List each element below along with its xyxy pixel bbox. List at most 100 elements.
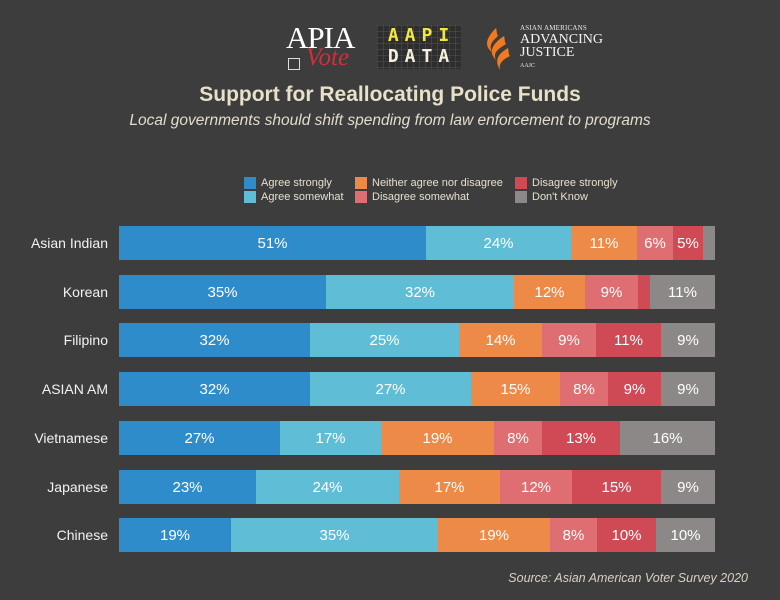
bar-segment: 10% [656,518,715,552]
bar-segment: 19% [381,421,494,455]
bar-segment [703,226,715,260]
bar-segment: 5% [673,226,703,260]
aajc-logo-tiny-text: AAJC [520,63,536,69]
chart-title: Support for Reallocating Police Funds [199,83,581,106]
bar-segment: 32% [326,275,514,309]
bar-segment: 19% [438,518,550,552]
data-label: 16% [652,429,683,447]
bar-segment: 11% [596,323,661,357]
data-label: 9% [677,478,699,496]
category-label: Japanese [47,479,108,495]
bar-segment: 6% [637,226,673,260]
legend-swatch [515,176,527,189]
legend-swatch [515,190,527,203]
data-label: 8% [573,380,595,398]
bar-segment: 32% [119,372,310,406]
bar-segment [638,275,650,309]
bar-segment: 8% [550,518,597,552]
bar-segment: 24% [256,470,399,504]
bar-row: 32% 25% 14% 9% 11% 9% [119,323,715,357]
legend-item: Don't Know [515,190,588,203]
aajc-logo-line2: JUSTICE [520,45,575,60]
data-label: 8% [507,429,529,447]
bar-segment: 9% [661,470,715,504]
bar-segment: 14% [459,323,542,357]
legend-swatch [355,176,367,189]
bar-segment: 16% [620,421,715,455]
data-label: 35% [207,283,238,301]
data-label: 17% [434,478,465,496]
data-logo-text: DATA [387,46,456,67]
data-label: 9% [677,331,699,349]
legend-label: Neither agree nor disagree [372,176,503,189]
apia-vote-logo: APIA Vote [284,20,368,72]
legend-item: Agree strongly [244,176,332,189]
bar-row: 35% 32% 12% 9% 11% [119,275,715,309]
data-label: 8% [562,526,585,544]
bar-segment: 9% [542,323,596,357]
data-label: 12% [520,478,552,496]
data-label: 5% [677,234,699,252]
category-label: Filipino [63,332,108,348]
data-label: 24% [483,234,514,252]
vote-logo-text: Vote [306,44,350,71]
data-label: 11% [589,234,619,252]
bar-segment: 27% [119,421,280,455]
data-label: 32% [404,283,436,301]
legend-label: Disagree somewhat [372,190,470,203]
bar-segment: 11% [571,226,637,260]
category-label: Asian Indian [30,235,108,251]
bar-segment: 15% [471,372,560,406]
bar-segment: 8% [560,372,608,406]
legend-item: Agree somewhat [244,190,344,203]
data-label: 15% [500,380,531,398]
data-label: 9% [677,380,699,398]
flame-icon [487,28,510,70]
bar-segment: 17% [399,470,500,504]
data-label: 23% [172,478,203,496]
data-label: 17% [315,429,346,447]
logo-strip: APIA Vote AAPI DATA ASIAN AMERICANS ADVA… [0,20,780,74]
aapi-data-logo: AAPI DATA [377,25,461,69]
data-label: 19% [422,429,453,447]
bar-segment: 19% [119,518,231,552]
bar-segment: 12% [514,275,585,309]
bar-segment: 12% [500,470,572,504]
bar-segment: 9% [661,323,715,357]
aajc-logo-small-text: ASIAN AMERICANS [520,24,587,32]
data-label: 15% [601,478,632,496]
bar-row: 27% 17% 19% 8% 13% 16% [119,421,715,455]
legend-swatch [355,190,367,203]
bar-segment: 15% [572,470,661,504]
category-label: Chinese [56,527,108,543]
legend-label: Agree strongly [261,176,332,189]
data-label: 10% [611,526,642,544]
data-label: 32% [199,331,230,349]
data-label: 25% [369,331,400,349]
bar-segment: 35% [231,518,438,552]
bar-segment: 17% [280,421,381,455]
bar-segment: 9% [661,372,715,406]
aajc-logo: ASIAN AMERICANS ADVANCING JUSTICE AAJC [480,22,610,74]
bar-row: 23% 24% 17% 12% 15% 9% [119,470,715,504]
data-label: 14% [485,331,516,349]
bar-segment: 11% [650,275,715,309]
data-label: 11% [614,331,643,349]
data-label: 35% [319,526,350,544]
chart-legend: Agree strongly Agree somewhat Neither agre… [244,176,664,204]
data-label: 9% [558,331,580,349]
data-label: 27% [184,429,215,447]
data-label: 10% [670,526,701,544]
legend-item: Disagree strongly [515,176,618,189]
bar-row: 19% 35% 19% 8% 10% 10% [119,518,715,552]
bar-segment: 32% [119,323,310,357]
data-label: 6% [644,234,666,252]
bar-segment: 10% [597,518,656,552]
bar-segment: 35% [119,275,326,309]
legend-label: Agree somewhat [261,190,344,203]
data-label: 9% [623,380,646,398]
data-label: 12% [534,283,565,301]
legend-swatch [244,176,256,189]
legend-item: Disagree somewhat [355,190,469,203]
